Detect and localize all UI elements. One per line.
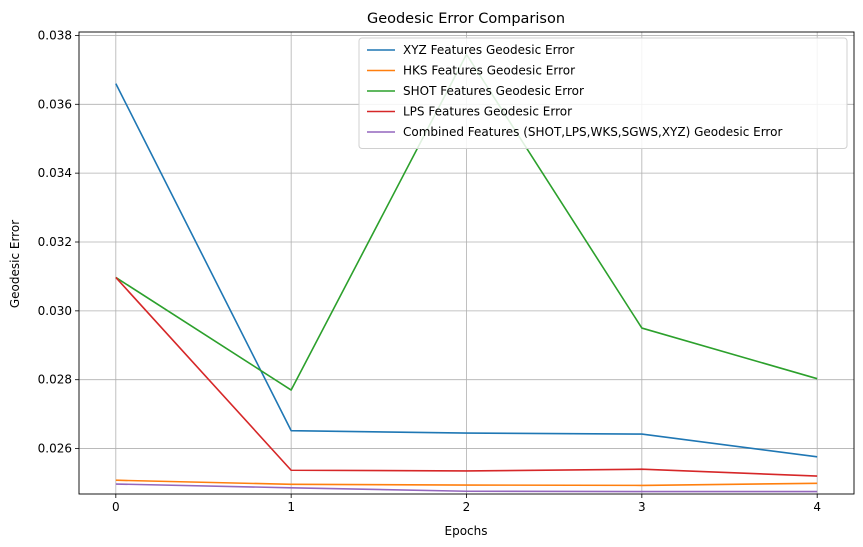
y-tick-label: 0.030	[38, 304, 72, 318]
x-axis-label: Epochs	[445, 524, 488, 538]
series-line-5	[115, 483, 818, 493]
series-line-4	[115, 276, 818, 477]
x-axis-ticks: 0 1 2 3 4	[112, 494, 821, 514]
x-tick-label: 0	[112, 500, 120, 514]
y-tick-label: 0.028	[38, 373, 72, 387]
y-tick-label: 0.026	[38, 442, 72, 456]
x-tick-label: 2	[463, 500, 471, 514]
y-tick-label: 0.034	[38, 166, 72, 180]
x-tick-label: 4	[813, 500, 821, 514]
y-axis-ticks: 0.026 0.028 0.030 0.032 0.034 0.036 0.038	[38, 28, 79, 456]
y-tick-label: 0.036	[38, 97, 72, 111]
y-tick-label: 0.032	[38, 235, 72, 249]
legend-label: XYZ Features Geodesic Error	[403, 43, 574, 57]
legend: XYZ Features Geodesic Error HKS Features …	[358, 37, 848, 149]
legend-box	[358, 37, 848, 149]
legend-label: SHOT Features Geodesic Error	[403, 84, 584, 98]
y-tick-label: 0.038	[38, 28, 72, 42]
legend-label: HKS Features Geodesic Error	[403, 64, 575, 78]
x-tick-label: 3	[638, 500, 646, 514]
legend-label: Combined Features (SHOT,LPS,WKS,SGWS,XYZ…	[403, 125, 782, 139]
series-line-2	[115, 479, 818, 487]
series-line-1	[115, 83, 818, 458]
x-tick-label: 1	[287, 500, 295, 514]
y-axis-label: Geodesic Error	[8, 220, 22, 308]
chart-title: Geodesic Error Comparison	[367, 11, 565, 27]
legend-label: LPS Features Geodesic Error	[403, 105, 572, 119]
